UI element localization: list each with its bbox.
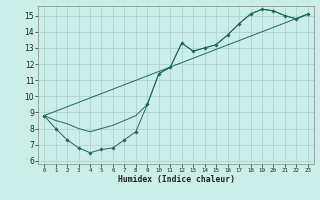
X-axis label: Humidex (Indice chaleur): Humidex (Indice chaleur): [117, 175, 235, 184]
